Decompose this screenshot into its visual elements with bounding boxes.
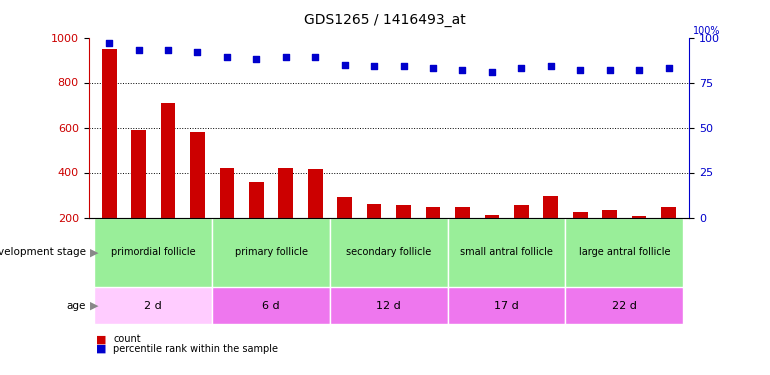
Point [339, 62, 351, 68]
Point [309, 54, 321, 60]
Text: secondary follicle: secondary follicle [346, 247, 431, 257]
Point [191, 49, 203, 55]
Bar [367, 204, 381, 262]
Bar [337, 197, 352, 262]
Point [280, 54, 292, 60]
Bar [661, 207, 676, 262]
Bar [330, 287, 447, 324]
Text: GDS1265 / 1416493_at: GDS1265 / 1416493_at [304, 13, 466, 27]
Point [397, 63, 410, 69]
Bar [190, 132, 205, 262]
Bar [565, 287, 683, 324]
Point [544, 63, 557, 69]
Bar [447, 287, 565, 324]
Text: large antral follicle: large antral follicle [578, 247, 670, 257]
Bar [131, 130, 146, 262]
Text: age: age [66, 301, 85, 310]
Bar [330, 217, 447, 287]
Bar [95, 217, 213, 287]
Text: 2 d: 2 d [145, 301, 162, 310]
Point [633, 67, 645, 73]
Point [604, 67, 616, 73]
Bar [631, 216, 647, 262]
Text: 6 d: 6 d [263, 301, 280, 310]
Bar [455, 207, 470, 262]
Bar [565, 217, 683, 287]
Bar [213, 287, 330, 324]
Bar [102, 49, 116, 262]
Point [132, 47, 145, 53]
Point [427, 65, 439, 71]
Bar [514, 205, 529, 262]
Point [221, 54, 233, 60]
Bar [426, 207, 440, 262]
Text: 22 d: 22 d [612, 301, 637, 310]
Text: primordial follicle: primordial follicle [111, 247, 196, 257]
Bar [249, 182, 263, 262]
Point [250, 56, 263, 62]
Point [515, 65, 527, 71]
Point [574, 67, 587, 73]
Text: development stage: development stage [0, 247, 85, 257]
Text: primary follicle: primary follicle [235, 247, 307, 257]
Text: ■: ■ [96, 334, 107, 344]
Text: ■: ■ [96, 344, 107, 354]
Bar [161, 103, 176, 262]
Bar [602, 210, 617, 262]
Bar [95, 287, 213, 324]
Point [486, 69, 498, 75]
Text: percentile rank within the sample: percentile rank within the sample [113, 344, 278, 354]
Point [368, 63, 380, 69]
Bar [447, 217, 565, 287]
Bar [279, 168, 293, 262]
Bar [397, 205, 411, 262]
Text: 17 d: 17 d [494, 301, 519, 310]
Bar [219, 168, 234, 262]
Bar [544, 196, 558, 262]
Point [103, 40, 116, 46]
Point [662, 65, 675, 71]
Point [457, 67, 469, 73]
Text: 100%: 100% [693, 26, 721, 36]
Point [162, 47, 174, 53]
Bar [484, 215, 499, 262]
Bar [213, 217, 330, 287]
Text: 12 d: 12 d [377, 301, 401, 310]
Text: ▶: ▶ [90, 247, 99, 257]
Bar [573, 212, 588, 262]
Text: ▶: ▶ [90, 301, 99, 310]
Text: count: count [113, 334, 141, 344]
Bar [308, 169, 323, 262]
Text: small antral follicle: small antral follicle [460, 247, 553, 257]
